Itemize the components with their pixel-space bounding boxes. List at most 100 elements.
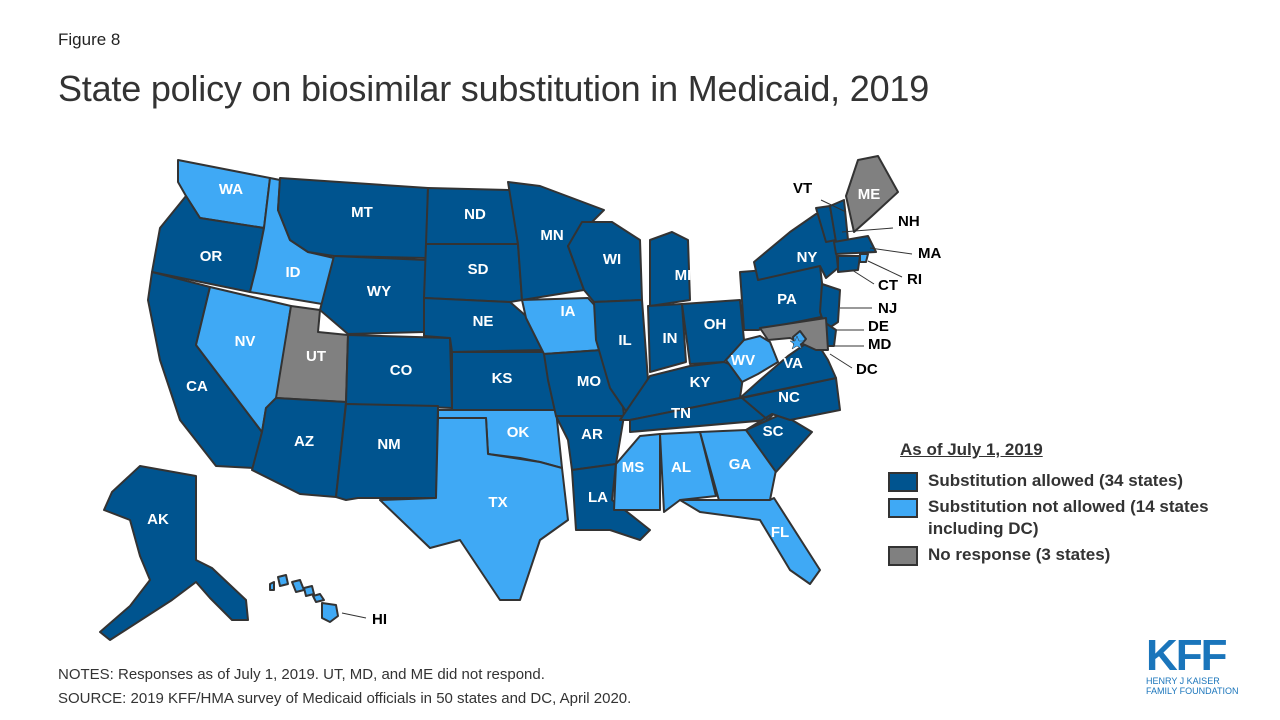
state-label-ne: NE xyxy=(473,313,494,330)
state-ct xyxy=(837,255,861,273)
state-label-sd: SD xyxy=(468,261,489,278)
state-label-hi: HI xyxy=(372,611,387,628)
state-label-ks: KS xyxy=(492,370,513,387)
legend: As of July 1, 2019 Substitution allowed … xyxy=(888,440,1248,570)
leader-line-vt xyxy=(820,199,847,213)
state-label-ct: CT xyxy=(878,277,898,294)
legend-label: Substitution allowed (34 states) xyxy=(928,471,1184,490)
state-label-md: MD xyxy=(868,336,891,353)
state-label-ms: MS xyxy=(622,459,645,476)
state-label-wv: WV xyxy=(731,352,755,369)
state-ms xyxy=(613,433,661,511)
state-label-sc: SC xyxy=(763,423,784,440)
state-label-me: ME xyxy=(858,186,881,203)
legend-item-not-allowed: Substitution not allowed (14 states incl… xyxy=(888,496,1248,540)
state-label-ok: OK xyxy=(507,424,530,441)
state-label-in: IN xyxy=(663,330,678,347)
state-label-al: AL xyxy=(671,459,691,476)
state-label-mi: MI xyxy=(675,267,692,284)
state-hi-island xyxy=(291,579,305,593)
state-label-pa: PA xyxy=(777,291,797,308)
state-hi-island xyxy=(277,574,289,587)
state-hi-island xyxy=(312,593,325,603)
state-nc xyxy=(741,377,841,431)
footnotes: NOTES: Responses as of July 1, 2019. UT,… xyxy=(58,663,631,711)
state-label-va: VA xyxy=(783,355,803,372)
state-md xyxy=(759,317,829,351)
state-label-wa: WA xyxy=(219,181,243,198)
dc-star-icon xyxy=(789,335,805,350)
leader-line-ma xyxy=(869,247,913,255)
state-label-nv: NV xyxy=(235,333,256,350)
state-fl xyxy=(679,497,821,585)
state-label-ca: CA xyxy=(186,378,208,395)
state-label-ar: AR xyxy=(581,426,603,443)
leader-line-nh xyxy=(841,227,894,233)
logo-wordmark: KFF xyxy=(1146,631,1228,680)
state-label-tn: TN xyxy=(671,405,691,422)
state-me xyxy=(845,155,899,233)
state-label-il: IL xyxy=(618,332,631,349)
state-sd xyxy=(423,243,523,303)
state-al xyxy=(659,431,717,513)
legend-title: As of July 1, 2019 xyxy=(900,440,1043,459)
state-nm xyxy=(335,403,439,501)
leader-line-hi xyxy=(341,612,367,619)
state-label-de: DE xyxy=(868,318,889,335)
legend-label: Substitution not allowed (14 states incl… xyxy=(928,497,1209,538)
state-label-tx: TX xyxy=(488,494,507,511)
state-label-ma: MA xyxy=(918,245,941,262)
state-label-or: OR xyxy=(200,248,223,265)
legend-swatch-no-response xyxy=(888,546,918,566)
state-label-ut: UT xyxy=(306,348,326,365)
state-wi xyxy=(567,221,643,303)
source-text: SOURCE: 2019 KFF/HMA survey of Medicaid … xyxy=(58,690,632,707)
state-label-nh: NH xyxy=(898,213,920,230)
legend-label: No response (3 states) xyxy=(928,545,1111,564)
state-label-wy: WY xyxy=(367,283,391,300)
state-wv xyxy=(725,335,779,383)
state-mi xyxy=(649,231,691,307)
state-label-mo: MO xyxy=(577,373,601,390)
state-label-ky: KY xyxy=(690,374,711,391)
legend-swatch-allowed xyxy=(888,472,918,492)
figure-label: Figure 8 xyxy=(58,30,121,49)
legend-item-no-response: No response (3 states) xyxy=(888,544,1248,566)
leader-line-dc xyxy=(829,353,853,369)
leader-line-ri xyxy=(867,260,903,278)
state-label-fl: FL xyxy=(771,524,789,541)
state-label-mt: MT xyxy=(351,204,373,221)
leader-line-ct xyxy=(851,269,875,285)
state-label-ia: IA xyxy=(561,303,576,320)
notes-text: NOTES: Responses as of July 1, 2019. UT,… xyxy=(58,666,545,683)
state-label-nc: NC xyxy=(778,389,800,406)
state-label-mn: MN xyxy=(540,227,563,244)
state-label-nd: ND xyxy=(464,206,486,223)
state-ri xyxy=(859,253,869,263)
state-label-ga: GA xyxy=(729,456,752,473)
legend-swatch-not-allowed xyxy=(888,498,918,518)
state-label-co: CO xyxy=(390,362,413,379)
state-label-oh: OH xyxy=(704,316,727,333)
state-hi xyxy=(321,602,339,623)
state-ga xyxy=(699,429,777,505)
chart-title: State policy on biosimilar substitution … xyxy=(58,68,930,109)
state-label-ny: NY xyxy=(797,249,818,266)
state-label-ri: RI xyxy=(907,271,922,288)
state-in xyxy=(647,303,687,373)
kff-logo: KFF HENRY J KAISER FAMILY FOUNDATION xyxy=(1146,631,1239,697)
state-ak xyxy=(99,465,249,641)
logo-line2: FAMILY FOUNDATION xyxy=(1146,686,1239,696)
state-label-nm: NM xyxy=(377,436,400,453)
state-label-nj: NJ xyxy=(878,300,897,317)
state-hi-island xyxy=(303,585,315,597)
state-ma xyxy=(833,235,877,255)
state-wy xyxy=(319,255,427,335)
state-label-la: LA xyxy=(588,489,608,506)
state-label-ak: AK xyxy=(147,511,169,528)
state-label-dc: DC xyxy=(856,361,878,378)
state-tx xyxy=(379,417,569,601)
legend-item-allowed: Substitution allowed (34 states) xyxy=(888,470,1248,492)
state-label-wi: WI xyxy=(603,251,621,268)
